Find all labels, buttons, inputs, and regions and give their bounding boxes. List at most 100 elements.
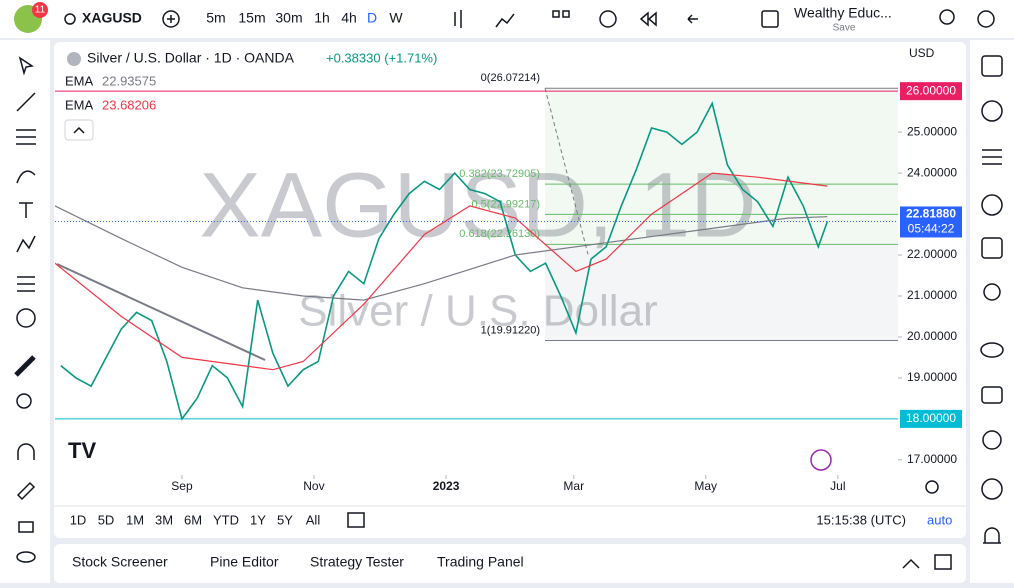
streams-icon[interactable]	[980, 342, 1004, 358]
interval[interactable]: W	[389, 10, 403, 26]
y-tick-label: 20.00000	[907, 329, 957, 343]
range-button[interactable]: 1M	[126, 512, 144, 527]
hotlist-icon[interactable]	[981, 194, 1003, 216]
interval[interactable]: D	[367, 10, 377, 26]
interval[interactable]: 1h	[314, 10, 330, 26]
trend-line-tool[interactable]	[16, 92, 36, 112]
layout-icon	[562, 10, 570, 18]
right-toolbar	[970, 40, 1014, 583]
price-line	[60, 101, 829, 421]
calendar-icon[interactable]	[981, 237, 1003, 259]
tv-logo: TV	[68, 438, 96, 463]
replay-icon[interactable]	[639, 11, 657, 27]
fib-label: 0.382(23.72905)	[459, 168, 540, 180]
layout-icon[interactable]	[552, 10, 560, 18]
y-tick-label: 22.00000	[907, 247, 957, 261]
fib-tool[interactable]	[16, 129, 36, 145]
collapse-legend[interactable]	[64, 119, 94, 141]
interval[interactable]: 5m	[206, 10, 225, 26]
panel-tab[interactable]: Trading Panel	[437, 554, 524, 570]
chart-type-icon[interactable]	[454, 10, 462, 28]
ema-line	[55, 205, 828, 301]
range-button[interactable]: 5D	[98, 512, 115, 527]
collapse-icon	[73, 126, 85, 134]
x-tick-label: Sep	[171, 479, 193, 493]
indicator-name: EMA	[65, 73, 94, 88]
x-tick-label: 2023	[433, 479, 460, 493]
lock-tool[interactable]	[18, 521, 34, 533]
fib-zone	[545, 88, 898, 245]
indicator-name: EMA	[65, 97, 94, 112]
interval[interactable]: 30m	[275, 10, 302, 26]
event-marker[interactable]	[810, 449, 832, 471]
watchlist-icon[interactable]	[981, 55, 1003, 77]
level-label: 26.00000	[906, 83, 956, 97]
layout-name[interactable]: Wealthy Educ...	[794, 5, 892, 21]
playback-icon[interactable]	[981, 478, 1003, 500]
chart-title: Silver / U.S. Dollar · 1D · OANDA	[87, 50, 295, 66]
data-window-icon[interactable]	[982, 149, 1002, 165]
auto-scale[interactable]: auto	[927, 512, 952, 527]
chat-icon[interactable]	[981, 386, 1003, 404]
fib-zone	[545, 244, 898, 341]
range-button[interactable]: All	[306, 512, 321, 527]
maximize-panel[interactable]	[934, 554, 952, 570]
panel-tab[interactable]: Strategy Tester	[310, 554, 404, 570]
magnet-tool[interactable]	[17, 443, 35, 460]
symbol-logo	[67, 52, 81, 66]
notifications-icon[interactable]	[983, 527, 1001, 544]
range-button[interactable]: 1D	[70, 512, 87, 527]
chart-panel	[54, 42, 966, 538]
y-tick-label: 17.00000	[907, 452, 957, 466]
range-button[interactable]: 1Y	[250, 512, 266, 527]
icon-tool[interactable]	[16, 308, 36, 328]
level-label: 18.00000	[906, 411, 956, 425]
range-button[interactable]: 5Y	[277, 512, 293, 527]
watermark-description: Silver / U.S. Dollar	[298, 287, 657, 336]
collapse-panel[interactable]	[902, 558, 920, 569]
fib-label: 1(19.91220)	[481, 324, 540, 336]
add-symbol[interactable]	[162, 10, 180, 28]
level-label-bg	[900, 82, 962, 101]
date-range-icon[interactable]	[347, 512, 365, 528]
brush-tool[interactable]	[16, 170, 36, 184]
trend-line[interactable]	[56, 263, 266, 361]
prediction-tool[interactable]	[17, 276, 35, 292]
pattern-tool[interactable]	[16, 235, 36, 253]
panel-tab[interactable]: Pine Editor	[210, 554, 279, 570]
left-toolbar	[0, 40, 50, 583]
bottom-panel	[54, 544, 966, 583]
zoom-tool[interactable]	[16, 393, 32, 409]
hide-tool[interactable]	[16, 551, 36, 563]
layout-save-icon[interactable]	[761, 10, 779, 28]
y-tick-label: 21.00000	[907, 288, 957, 302]
settings-icon[interactable]	[977, 10, 995, 28]
interval[interactable]: 4h	[341, 10, 357, 26]
save-label[interactable]: Save	[833, 23, 856, 34]
text-tool[interactable]	[19, 202, 33, 218]
measure-tool[interactable]	[14, 355, 36, 377]
range-button[interactable]: 3M	[155, 512, 173, 527]
level-label-bg	[900, 409, 962, 428]
undo-icon[interactable]	[687, 14, 698, 24]
range-button[interactable]: YTD	[213, 512, 239, 527]
ideas-icon[interactable]	[983, 283, 1001, 301]
panel-tab[interactable]: Stock Screener	[72, 554, 168, 570]
pine-icon[interactable]	[982, 430, 1002, 450]
draw-mode[interactable]	[16, 481, 36, 501]
range-button[interactable]: 6M	[184, 512, 202, 527]
alert-icon[interactable]	[599, 10, 617, 28]
quick-search[interactable]	[939, 9, 955, 25]
indicators-icon[interactable]	[495, 13, 515, 28]
symbol[interactable]: XAGUSD	[82, 10, 142, 26]
interval[interactable]: 15m	[238, 10, 265, 26]
fib-trend	[544, 88, 589, 255]
alerts-icon[interactable]	[981, 100, 1003, 122]
axis-settings[interactable]	[925, 480, 939, 494]
cursor-tool[interactable]	[18, 56, 34, 76]
currency[interactable]: USD	[909, 46, 935, 60]
x-tick-label: Jul	[830, 479, 845, 493]
search-icon[interactable]	[64, 13, 76, 25]
x-tick-label: Mar	[563, 479, 584, 493]
